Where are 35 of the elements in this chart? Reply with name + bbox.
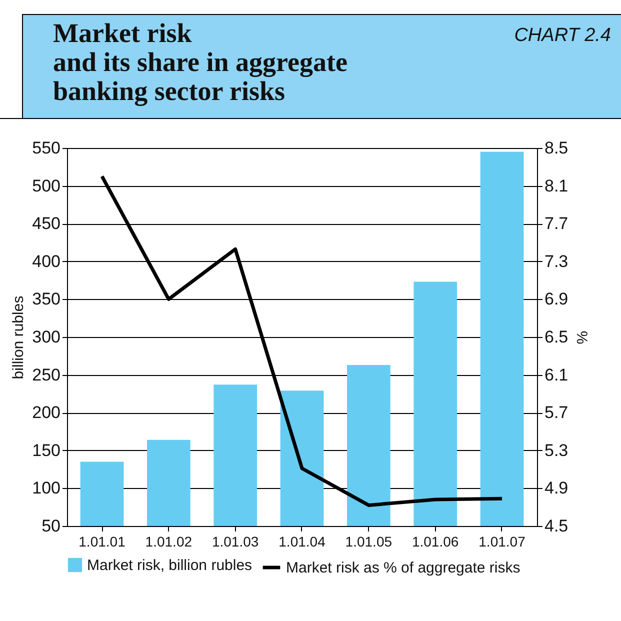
y-tick-label: 500 bbox=[32, 176, 60, 196]
y2-axis-title: % bbox=[573, 330, 590, 344]
y2-tick-label: 6.9 bbox=[544, 290, 568, 309]
y2-tick-label: 7.7 bbox=[544, 214, 568, 234]
x-tick-label: 1.01.05 bbox=[345, 534, 392, 550]
x-tick-label: 1.01.06 bbox=[412, 534, 459, 550]
y2-tick-label: 6.5 bbox=[544, 328, 568, 346]
legend-label: Market risk, billion rubles bbox=[87, 557, 252, 574]
y-axis-title: billion rubles bbox=[10, 296, 28, 380]
y2-tick-label: 7.3 bbox=[544, 252, 568, 271]
y-tick-label: 150 bbox=[32, 440, 60, 460]
y2-tick-label: 6.1 bbox=[544, 365, 568, 384]
y-tick-label: 200 bbox=[32, 403, 60, 422]
y-tick-label: 300 bbox=[32, 328, 60, 346]
y-tick-label: 550 bbox=[32, 138, 60, 158]
y-tick-label: 50 bbox=[42, 516, 60, 536]
y-tick-label: 400 bbox=[32, 252, 60, 271]
x-tick-label: 1.01.03 bbox=[212, 534, 259, 550]
y2-tick-label: 8.5 bbox=[544, 138, 568, 158]
x-tick-label: 1.01.02 bbox=[145, 534, 192, 550]
y-tick-label: 450 bbox=[32, 214, 60, 234]
y-tick-label: 250 bbox=[32, 365, 60, 384]
y-tick-label: 100 bbox=[32, 478, 60, 498]
x-tick-label: 1.01.07 bbox=[478, 534, 526, 550]
chart-title: Market risk and its share in aggregate banking sector risks bbox=[53, 18, 348, 106]
x-tick-label: 1.01.04 bbox=[278, 534, 326, 550]
y2-tick-label: 4.9 bbox=[544, 478, 568, 498]
y2-tick-label: 4.5 bbox=[544, 516, 568, 536]
y-tick-label: 350 bbox=[32, 290, 60, 309]
y2-tick-label: 5.7 bbox=[544, 403, 568, 422]
caption: CHART 2.4 bbox=[514, 25, 611, 47]
y2-tick-label: 5.3 bbox=[544, 440, 568, 460]
x-tick-label: 1.01.01 bbox=[78, 534, 126, 550]
legend-label: Market risk as % of aggregate risks bbox=[286, 560, 520, 576]
y2-tick-label: 8.1 bbox=[544, 176, 568, 196]
